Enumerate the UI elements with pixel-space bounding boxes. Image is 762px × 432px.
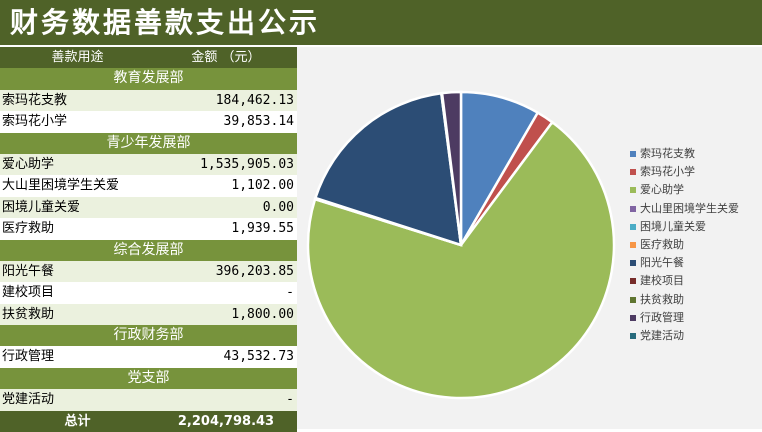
row-label: 大山里困境学生关爱 [2, 178, 120, 194]
legend-swatch [630, 260, 636, 267]
legend-item: 扶贫救助 [630, 291, 760, 309]
row-amount: 1,800.00 [231, 306, 294, 322]
legend-swatch [630, 151, 636, 157]
table-row: 困境儿童关爱 0.00 [0, 196, 297, 219]
legend-label: 大山里困境学生关爱 [640, 201, 739, 215]
legend-label: 爱心助学 [640, 183, 684, 197]
row-amount: 184,462.13 [215, 92, 294, 108]
legend-label: 索玛花小学 [640, 165, 695, 179]
row-label: 索玛花小学 [2, 114, 68, 130]
row-amount: 1,535,905.03 [200, 156, 294, 172]
legend-label: 党建活动 [640, 328, 684, 342]
legend-swatch [630, 187, 636, 194]
legend-item: 党建活动 [630, 327, 760, 345]
header-amount: 金额 （元） [191, 50, 261, 65]
table-row: 医疗救助 1,939.55 [0, 218, 297, 240]
legend-item: 困境儿童关爱 [630, 218, 760, 236]
row-label: 扶贫救助 [2, 306, 55, 322]
row-label: 建校项目 [2, 285, 55, 301]
total-row: 总计 2,204,798.43 [0, 410, 297, 432]
chart-legend: 索玛花支教索玛花小学爱心助学大山里困境学生关爱 困境儿童关爱 医疗救助阳光午餐建校项… [630, 145, 760, 345]
section-header: 教育发展部 [0, 68, 297, 90]
legend-label: 建校项目 [640, 274, 684, 288]
table-row: 索玛花小学 39,853.14 [0, 111, 297, 133]
chart-area: 索玛花支教索玛花小学爱心助学大山里困境学生关爱 困境儿童关爱 医疗救助阳光午餐建校项… [297, 47, 762, 429]
legend-item: 爱心助学 [630, 181, 760, 199]
table-header: 善款用途 金额 （元） [0, 47, 297, 69]
legend-swatch [630, 205, 636, 212]
legend-swatch [630, 332, 636, 339]
legend-swatch [630, 296, 636, 303]
pie-slice-9 [440, 90, 463, 246]
table-row: 建校项目 - [0, 282, 297, 304]
header-purpose: 善款用途 [51, 50, 104, 65]
table-row: 阳光午餐 396,203.85 [0, 260, 297, 283]
legend-item: 索玛花小学 [630, 163, 760, 181]
pie-slice-6 [313, 91, 463, 247]
legend-item: 建校项目 [630, 272, 760, 290]
row-amount: 39,853.14 [223, 114, 294, 130]
legend-swatch [630, 314, 636, 321]
legend-item: 医疗救助 [630, 236, 760, 254]
legend-label: 医疗救助 [640, 237, 684, 251]
legend-label: 阳光午餐 [640, 256, 684, 270]
legend-swatch [630, 241, 636, 248]
row-label: 爱心助学 [2, 156, 55, 172]
table-row: 索玛花支教 184,462.13 [0, 89, 297, 112]
row-label: 困境儿童关爱 [2, 199, 81, 215]
table-row: 党建活动 - [0, 389, 297, 411]
row-label: 医疗救助 [2, 221, 55, 237]
page-title: 财务数据善款支出公示 [0, 0, 762, 45]
legend-swatch [630, 278, 636, 285]
row-amount: 396,203.85 [215, 263, 294, 279]
legend-item: 大山里困境学生关爱 [630, 200, 760, 218]
legend-label: 行政管理 [640, 310, 684, 324]
row-amount: 1,939.55 [231, 221, 294, 237]
legend-label: 困境儿童关爱 [640, 219, 706, 233]
table-row: 爱心助学 1,535,905.03 [0, 153, 297, 176]
expense-table: 善款用途 金额 （元） 教育发展部索玛花支教 184,462.13 索玛花小学 39,85… [0, 47, 297, 432]
legend-item: 索玛花支教 [630, 145, 760, 163]
legend-swatch [630, 223, 636, 230]
total-amount: 2,204,798.43 [177, 413, 275, 429]
section-header: 综合发展部 [0, 239, 297, 261]
total-label: 总计 [64, 413, 91, 429]
legend-swatch [630, 169, 636, 176]
legend-label: 索玛花支教 [640, 147, 695, 160]
legend-label: 扶贫救助 [640, 292, 684, 306]
pie-slice-2 [306, 120, 616, 400]
row-label: 行政管理 [2, 349, 55, 365]
section-header: 党支部 [0, 367, 297, 390]
legend-item: 行政管理 [630, 309, 760, 327]
row-amount: 0.00 [262, 199, 294, 215]
row-label: 索玛花支教 [2, 92, 68, 108]
section-header: 青少年发展部 [0, 132, 297, 154]
pie-chart [306, 90, 616, 400]
row-amount: - [286, 392, 294, 408]
section-header: 行政财务部 [0, 325, 297, 347]
row-label: 阳光午餐 [2, 263, 55, 279]
row-amount: - [286, 285, 294, 301]
row-amount: 43,532.73 [223, 349, 294, 365]
row-amount: 1,102.00 [231, 178, 294, 194]
table-row: 大山里困境学生关爱 1,102.00 [0, 175, 297, 197]
row-label: 党建活动 [2, 392, 55, 408]
table-row: 行政管理 43,532.73 [0, 346, 297, 368]
table-row: 扶贫救助 1,800.00 [0, 303, 297, 326]
legend-item: 阳光午餐 [630, 254, 760, 272]
